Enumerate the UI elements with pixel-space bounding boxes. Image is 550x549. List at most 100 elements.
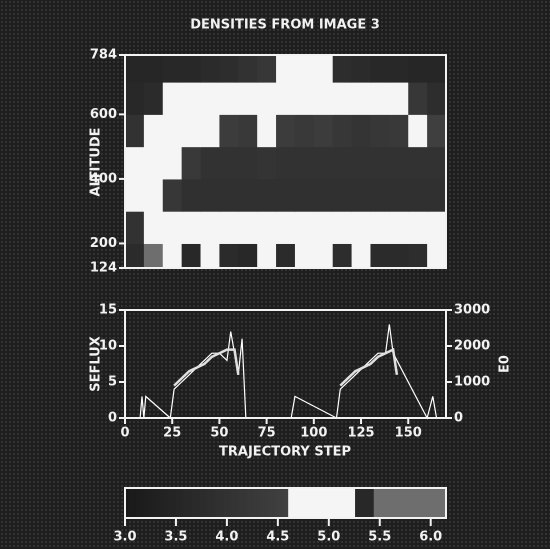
colorbar-swatch <box>159 488 164 518</box>
colorbar-swatch <box>157 488 161 518</box>
heat-cell <box>408 243 428 269</box>
heat-cell <box>257 146 277 180</box>
colorbar-swatch <box>392 488 396 518</box>
colorbar-swatch <box>151 488 156 518</box>
colorbar-swatch <box>408 488 412 518</box>
colorbar-swatch <box>181 488 185 518</box>
y-tick-label: 5 <box>108 375 117 390</box>
colorbar-swatch <box>202 488 206 518</box>
colorbar-swatch <box>360 488 364 518</box>
colorbar-swatch <box>272 488 276 518</box>
colorbar-swatch <box>264 488 268 518</box>
colorbar-swatch <box>242 488 246 518</box>
heat-cell <box>143 146 164 180</box>
colorbar-swatch <box>368 488 372 518</box>
heat-cell <box>351 178 371 212</box>
heat-cell <box>200 243 220 269</box>
colorbar-swatch <box>146 488 150 518</box>
heat-cell <box>143 114 164 148</box>
heat-cell <box>276 82 296 115</box>
heat-cell <box>238 211 258 244</box>
heat-cell <box>238 178 258 212</box>
heat-cell <box>257 55 277 83</box>
colorbar-swatch <box>328 488 332 518</box>
heat-cell <box>125 114 145 148</box>
y-tick-label: 400 <box>90 171 117 186</box>
heat-cell <box>332 114 353 148</box>
colorbar-tick-label: 3.0 <box>113 530 136 545</box>
colorbar-swatch <box>363 488 367 518</box>
colorbar-swatch <box>280 488 284 518</box>
heat-cell <box>427 243 447 269</box>
colorbar-swatch <box>274 488 279 518</box>
colorbar-swatch <box>336 488 340 518</box>
colorbar-swatch <box>288 488 292 518</box>
colorbar-swatch <box>347 488 351 518</box>
colorbar-swatch <box>162 488 166 518</box>
colorbar-tick-label: 6.0 <box>419 530 442 545</box>
heat-cell <box>219 82 239 115</box>
heat-cell <box>427 55 447 83</box>
colorbar-swatch <box>427 488 431 518</box>
heat-cell <box>294 55 315 83</box>
x-tick-label: 150 <box>395 426 422 441</box>
colorbar-swatch <box>309 488 313 518</box>
heat-cell <box>219 55 239 83</box>
colorbar-swatch <box>221 488 225 518</box>
colorbar-swatch <box>432 488 436 518</box>
heat-cell <box>332 82 353 115</box>
heat-cell <box>313 243 334 269</box>
colorbar-swatch <box>322 488 327 518</box>
heat-cell <box>200 146 220 180</box>
heat-cell <box>370 243 390 269</box>
colorbar-swatch <box>285 488 289 518</box>
colorbar-swatch <box>138 488 142 518</box>
x-tick-label: 75 <box>258 426 276 441</box>
colorbar-swatch <box>403 488 407 518</box>
colorbar-swatch <box>197 488 201 518</box>
heat-cell <box>332 146 353 180</box>
y2-tick-label: 0 <box>454 411 463 426</box>
heat-cell <box>219 211 239 244</box>
heat-cell <box>200 55 220 83</box>
heat-cell <box>181 243 202 269</box>
x-axis-label: TRAJECTORY STEP <box>219 445 351 460</box>
colorbar-swatch <box>349 488 353 518</box>
series-line <box>139 324 438 420</box>
colorbar-swatch <box>298 488 303 518</box>
y2-axis-label: E0 <box>498 355 513 373</box>
heat-cell <box>351 114 371 148</box>
colorbar-swatch <box>355 488 359 518</box>
colorbar-swatch <box>330 488 335 518</box>
x-tick-label: 125 <box>347 426 374 441</box>
y-tick-label: 15 <box>99 303 117 318</box>
colorbar-swatch <box>314 488 319 518</box>
colorbar-swatch <box>296 488 300 518</box>
colorbar-swatch <box>277 488 281 518</box>
colorbar-swatch <box>443 488 447 518</box>
heat-cell <box>427 114 447 148</box>
heat-cell <box>427 211 447 244</box>
colorbar-swatch <box>234 488 238 518</box>
colorbar-swatch <box>253 488 257 518</box>
heat-cell <box>125 211 145 244</box>
colorbar-swatch <box>237 488 241 518</box>
heat-cell <box>408 146 428 180</box>
colorbar-swatch <box>165 488 169 518</box>
colorbar-swatch <box>175 488 180 518</box>
colorbar-swatch <box>424 488 428 518</box>
colorbar-swatch <box>258 488 263 518</box>
heat-cell <box>181 146 202 180</box>
plot-frame <box>124 54 447 269</box>
colorbar-swatch <box>440 488 444 518</box>
colorbar-swatch <box>269 488 273 518</box>
heat-cell <box>143 82 164 115</box>
heat-cell <box>162 178 183 212</box>
heat-cell <box>332 211 353 244</box>
colorbar-swatch <box>127 488 131 518</box>
x-tick-label: 100 <box>300 426 327 441</box>
colorbar-swatch <box>301 488 305 518</box>
colorbar-swatch <box>373 488 378 518</box>
heat-cell <box>294 243 315 269</box>
colorbar-swatch <box>371 488 375 518</box>
